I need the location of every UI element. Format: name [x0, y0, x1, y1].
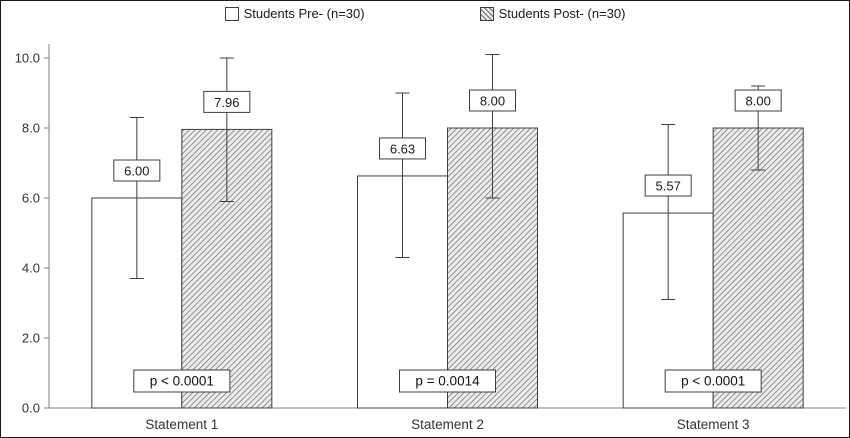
value-label-box	[469, 89, 516, 112]
category-label: Statement 2	[411, 417, 484, 432]
category-label: Statement 3	[677, 417, 750, 432]
value-label-box	[734, 89, 782, 112]
value-label: 8.00	[746, 94, 771, 109]
legend-label-pre: Students Pre- (n=30)	[243, 6, 365, 21]
value-label-box	[644, 174, 692, 197]
legend-swatch-post-icon	[479, 6, 494, 21]
y-tick-label: 6.0	[22, 191, 40, 206]
p-value-box	[664, 369, 762, 393]
p-value-box	[399, 369, 496, 393]
value-label: 5.57	[656, 179, 681, 194]
p-value-label: p = 0.0014	[415, 374, 480, 389]
value-label-box	[379, 137, 426, 160]
value-label: 6.00	[124, 164, 149, 179]
y-tick-label: 0.0	[22, 401, 40, 416]
legend-swatch-pre-icon	[224, 6, 239, 21]
value-label: 7.96	[214, 95, 239, 110]
value-label-box	[113, 159, 161, 182]
value-label-box	[203, 90, 251, 113]
y-tick-label: 2.0	[22, 331, 40, 346]
p-value-box	[133, 369, 231, 393]
legend-item-post: Students Post- (n=30)	[479, 6, 626, 21]
y-tick-label: 10.0	[15, 51, 40, 66]
y-tick-label: 4.0	[22, 261, 40, 276]
y-tick-label: 8.0	[22, 121, 40, 136]
bar-post	[712, 127, 804, 409]
p-value-label: p < 0.0001	[681, 374, 745, 389]
p-value-label: p < 0.0001	[150, 374, 214, 389]
legend-label-post: Students Post- (n=30)	[498, 6, 626, 21]
category-label: Statement 1	[145, 417, 218, 432]
value-label: 6.63	[390, 141, 415, 156]
value-label: 8.00	[480, 94, 505, 109]
chart-legend: Students Pre- (n=30) Students Post- (n=3…	[1, 6, 849, 21]
legend-item-pre: Students Pre- (n=30)	[224, 6, 365, 21]
